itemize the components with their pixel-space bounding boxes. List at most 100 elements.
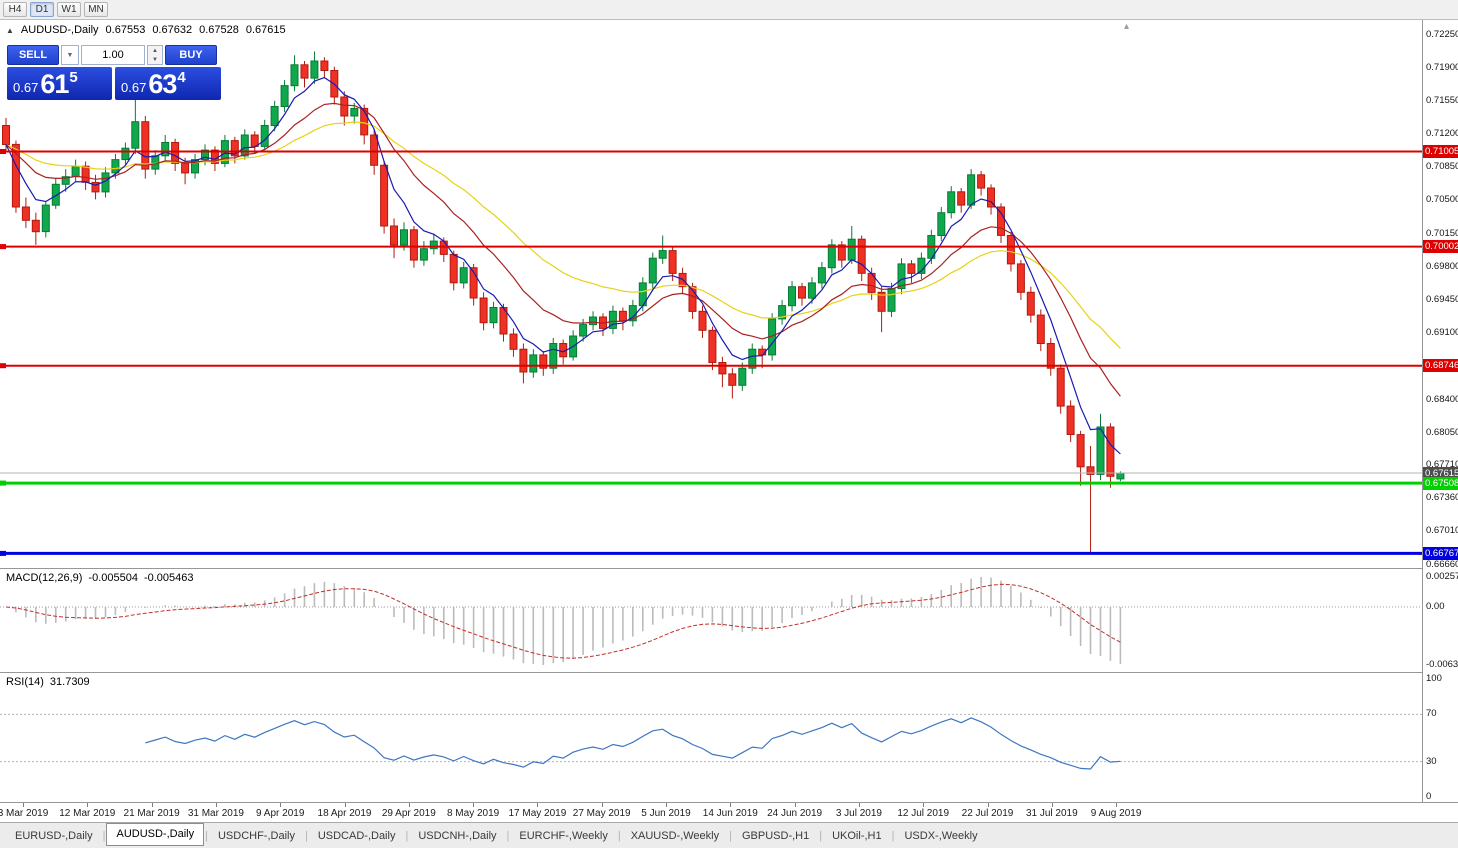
candlestick-chart[interactable]	[0, 20, 1422, 568]
timeframe-button-w1[interactable]: W1	[57, 2, 81, 17]
candle	[41, 204, 50, 233]
candle	[121, 147, 130, 161]
macd-scale-label: 0.00	[1426, 601, 1445, 612]
candle	[360, 107, 369, 136]
resistance-3-handle[interactable]	[0, 363, 6, 369]
candle	[718, 362, 727, 375]
chart-tab-usdcad-daily[interactable]: USDCAD-,Daily	[317, 829, 396, 842]
rsi-scale-label: 30	[1426, 755, 1437, 767]
time-axis-label: 12 Mar 2019	[59, 808, 116, 819]
macd-scale-label: 0.002574	[1426, 571, 1458, 582]
rsi-title: RSI(14)	[6, 676, 44, 688]
resistance-2-handle[interactable]	[0, 244, 6, 250]
candle	[141, 121, 150, 170]
price-axis-label: 0.71200	[1426, 128, 1458, 140]
time-axis-label: 8 May 2019	[446, 808, 500, 819]
candle	[857, 238, 866, 274]
time-axis-tick	[987, 803, 989, 807]
rsi-chart[interactable]	[0, 673, 1422, 802]
price-axis-label: 0.67010	[1426, 525, 1458, 537]
volume-up-icon[interactable]: ▲	[152, 47, 158, 54]
candle	[390, 225, 398, 246]
price-axis-label: 0.68400	[1426, 393, 1458, 405]
candle	[81, 165, 90, 183]
candle	[897, 263, 906, 290]
candle	[489, 307, 498, 324]
candle	[61, 176, 70, 185]
candle	[400, 229, 408, 246]
time-axis-tick	[858, 803, 860, 807]
chart-tab-usdx-weekly[interactable]: USDX-,Weekly	[904, 829, 978, 842]
support-blue-handle[interactable]	[0, 550, 6, 556]
candle	[837, 244, 846, 261]
candle	[320, 60, 329, 71]
macd-title: MACD(12,26,9)	[6, 572, 83, 584]
candle	[987, 187, 995, 208]
candle	[11, 143, 20, 208]
resistance-1-price-tag: 0.71005	[1423, 145, 1458, 158]
ma-mid-red-line	[5, 102, 1121, 397]
one-click-collapse-icon[interactable]: ▲	[6, 25, 14, 35]
buy-price-panel[interactable]: 0.67 63 4	[115, 67, 221, 100]
resistance-1-handle[interactable]	[0, 149, 6, 154]
chart-tab-gbpusd-h1[interactable]: GBPUSD-,H1	[741, 829, 810, 842]
candle	[1016, 263, 1025, 293]
time-axis-label: 3 Jul 2019	[835, 808, 882, 819]
candle	[967, 174, 976, 206]
candle	[937, 212, 946, 236]
chart-tab-usdcnh-daily[interactable]: USDCNH-,Daily	[418, 829, 497, 842]
candle	[131, 121, 140, 149]
timeframe-toolbar: H4 D1 W1 MN	[0, 0, 1458, 20]
timeframe-button-mn[interactable]: MN	[84, 2, 108, 17]
tab-divider: |	[729, 829, 732, 842]
price-axis[interactable]: 0.72250 0.71900 0.71550 0.71200 0.70850 0.705…	[1422, 20, 1458, 802]
macd-chart[interactable]	[0, 569, 1422, 672]
price-axis-label: 0.70150	[1426, 227, 1458, 239]
sell-button[interactable]: SELL	[7, 45, 59, 65]
chart-shift-icon: ▴	[1124, 21, 1130, 32]
candle	[1096, 426, 1105, 475]
candle	[579, 324, 588, 337]
price-axis-label: 0.67360	[1426, 492, 1458, 504]
chart-tab-eurusd-daily[interactable]: EURUSD-,Daily	[15, 829, 93, 842]
chart-tab-eurchf-weekly[interactable]: EURCHF-,Weekly	[519, 829, 608, 842]
chart-window: ▲ AUDUSD-,Daily 0.67553 0.67632 0.67528 …	[0, 20, 1458, 822]
ma-fast-blue-line	[5, 76, 1121, 455]
candle	[1046, 343, 1055, 369]
timeframe-button-h4[interactable]: H4	[3, 2, 27, 17]
chart-ohlc-header: ▲ AUDUSD-,Daily 0.67553 0.67632 0.67528 …	[6, 24, 286, 36]
candle	[738, 367, 747, 386]
sell-price-panel[interactable]: 0.67 61 5	[7, 67, 112, 100]
buy-price-prefix: 0.67	[121, 80, 147, 95]
chart-tab-audusd-daily[interactable]: AUDUSD-,Daily	[106, 823, 205, 846]
chart-tab-xauusd-weekly[interactable]: XAUUSD-,Weekly	[630, 829, 720, 842]
time-axis-tick	[151, 803, 153, 807]
chart-tab-ukoil-h1[interactable]: UKOil-,H1	[832, 829, 882, 842]
time-axis-tick	[601, 803, 603, 807]
rsi-label: RSI(14) 31.7309	[6, 676, 90, 688]
timeframe-button-d1[interactable]: D1	[30, 2, 54, 17]
volume-down-icon[interactable]: ▼	[152, 56, 158, 63]
candle	[250, 134, 259, 147]
candle	[290, 64, 299, 87]
buy-button[interactable]: BUY	[165, 45, 217, 65]
price-axis-label: 0.69100	[1426, 327, 1458, 339]
candle	[469, 267, 478, 299]
one-click-trading-panel: SELL ▼ ▲ ▼ BUY 0.67 61 5	[7, 45, 223, 100]
candle	[439, 240, 448, 255]
support-green-handle[interactable]	[0, 480, 6, 486]
time-axis[interactable]: 3 Mar 2019 12 Mar 2019 21 Mar 2019 31 Mar 2…	[0, 802, 1458, 822]
macd-indicator-pane: MACD(12,26,9) -0.005504 -0.005463	[0, 568, 1422, 672]
time-axis-label: 31 Jul 2019	[1025, 808, 1078, 819]
volume-dropdown-icon[interactable]: ▼	[61, 45, 79, 65]
time-axis-tick	[730, 803, 732, 807]
candle	[21, 206, 30, 221]
volume-input[interactable]	[81, 45, 145, 65]
price-axis-label: 0.70850	[1426, 161, 1458, 173]
tab-divider: |	[205, 829, 208, 842]
chart-tab-usdchf-daily[interactable]: USDCHF-,Daily	[217, 829, 295, 842]
bid-price-price-tag: 0.67615	[1423, 466, 1458, 480]
candle	[728, 373, 737, 386]
one-click-prices-row: 0.67 61 5 0.67 63 4	[7, 67, 223, 100]
